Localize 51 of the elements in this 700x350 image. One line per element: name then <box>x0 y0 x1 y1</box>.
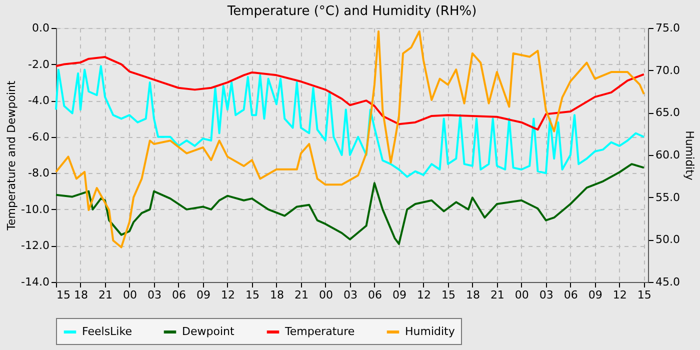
y-axis-title: Temperature and Dewpoint <box>5 80 18 232</box>
x-tick-label: 15 <box>245 288 260 302</box>
y2-tick-label: 65.0 <box>656 106 680 120</box>
line-series <box>55 163 645 245</box>
x-tick-label: 12 <box>416 288 431 302</box>
x-tick-label: 06 <box>564 288 578 302</box>
x-tick-label: 15 <box>56 288 70 302</box>
x-tick-label: 21 <box>490 288 504 302</box>
x-tick-label: 09 <box>196 288 210 302</box>
x-tick-label: 12 <box>612 288 627 302</box>
legend-label: Temperature <box>284 325 355 338</box>
x-tick-label: 21 <box>98 288 112 302</box>
y-tick-label: -12.0 <box>21 239 50 252</box>
y2-tick-label: 50.0 <box>656 233 680 246</box>
x-tick-label: 09 <box>392 288 406 302</box>
y-tick-label: -6.0 <box>28 130 50 144</box>
x-tick-label: 15 <box>637 288 652 302</box>
line-series <box>55 56 645 131</box>
x-tick-label: 18 <box>270 288 284 302</box>
y-tick-label: -14.0 <box>21 276 50 288</box>
x-tick-label: 15 <box>441 288 456 302</box>
x-tick-label: 06 <box>172 288 186 302</box>
y2-tick-label: 60.0 <box>656 148 680 162</box>
y2-tick-label: 75.0 <box>656 22 680 34</box>
x-tick-label: 18 <box>466 288 480 302</box>
x-tick-label: 09 <box>588 288 602 302</box>
legend-label: Dewpoint <box>182 325 235 338</box>
line-series <box>55 65 645 178</box>
x-tick-label: 03 <box>147 288 162 302</box>
x-tick-label: 03 <box>539 288 554 302</box>
line-series <box>55 30 645 248</box>
y2-tick-label: 55.0 <box>656 190 680 204</box>
x-tick-label: 12 <box>220 288 235 302</box>
y-tick-label: -8.0 <box>28 166 50 180</box>
y-tick-label: -2.0 <box>28 58 50 71</box>
y2-tick-label: 45.0 <box>656 276 680 288</box>
y-tick-label: 0.0 <box>32 22 50 34</box>
x-tick-label: 00 <box>514 288 529 302</box>
y2-tick-label: 70.0 <box>656 64 680 77</box>
x-tick-label: 00 <box>318 288 333 302</box>
x-tick-label: 00 <box>122 288 137 302</box>
chart-title: Temperature (°C) and Humidity (RH%) <box>226 4 477 19</box>
legend-label: FeelsLike <box>82 325 132 338</box>
x-tick-label: 06 <box>368 288 382 302</box>
x-tick-label: 21 <box>294 288 308 302</box>
x-tick-label: 03 <box>343 288 358 302</box>
y-tick-label: -4.0 <box>28 94 50 108</box>
y2-axis-title: Humidity <box>682 130 696 181</box>
x-tick-label: 18 <box>74 288 88 302</box>
y-tick-label: -10.0 <box>21 202 50 216</box>
legend-label: Humidity <box>405 325 456 338</box>
